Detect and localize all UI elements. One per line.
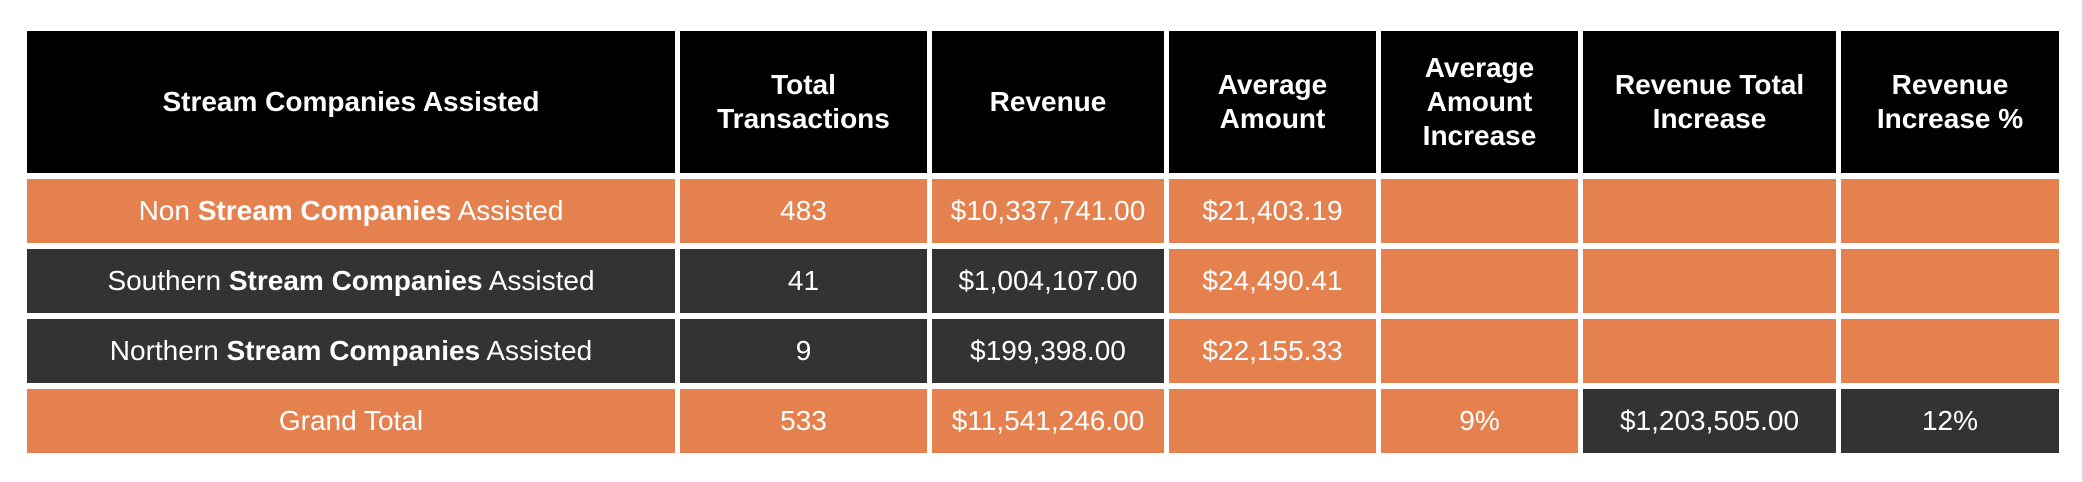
header-stream-companies: Stream Companies Assisted [27,31,675,173]
label-suffix: Assisted [451,195,564,226]
rev-increase-pct-cell [1841,249,2059,313]
rev-increase-pct-cell [1841,179,2059,243]
total-rev-increase-pct-cell: 12% [1841,389,2059,453]
revenue-cell: $1,004,107.00 [932,249,1164,313]
row-label: Non Stream Companies Assisted [27,179,675,243]
total-avg-increase-cell: 9% [1381,389,1578,453]
stream-companies-table: Stream Companies Assisted Total Transact… [22,25,2064,459]
revenue-cell: $199,398.00 [932,319,1164,383]
transactions-cell: 483 [680,179,927,243]
header-total-transactions: Total Transactions [680,31,927,173]
grand-total-row: Grand Total 533 $11,541,246.00 9% $1,203… [27,389,2059,453]
avg-increase-cell [1381,249,1578,313]
label-prefix: Non [138,195,198,226]
avg-increase-cell [1381,179,1578,243]
label-suffix: Assisted [480,335,593,366]
table-row-northern: Northern Stream Companies Assisted 9 $19… [27,319,2059,383]
label-bold: Stream Companies [197,195,452,226]
right-edge-divider [2082,0,2084,482]
row-label: Northern Stream Companies Assisted [27,319,675,383]
header-revenue-total-increase: Revenue Total Increase [1583,31,1836,173]
label-bold: Stream Companies [226,335,481,366]
grand-total-label: Grand Total [27,389,675,453]
label-bold: Stream Companies [228,265,483,296]
rev-increase-cell [1583,179,1836,243]
average-cell: $24,490.41 [1169,249,1376,313]
rev-increase-cell [1583,249,1836,313]
revenue-cell: $10,337,741.00 [932,179,1164,243]
header-revenue-increase-pct: Revenue Increase % [1841,31,2059,173]
total-transactions-cell: 533 [680,389,927,453]
average-cell: $22,155.33 [1169,319,1376,383]
header-average-amount: Average Amount [1169,31,1376,173]
table-row-non: Non Stream Companies Assisted 483 $10,33… [27,179,2059,243]
header-revenue: Revenue [932,31,1164,173]
label-prefix: Northern [109,335,227,366]
rev-increase-pct-cell [1841,319,2059,383]
avg-increase-cell [1381,319,1578,383]
rev-increase-cell [1583,319,1836,383]
label-prefix: Southern [107,265,229,296]
transactions-cell: 41 [680,249,927,313]
row-label: Southern Stream Companies Assisted [27,249,675,313]
table-row-southern: Southern Stream Companies Assisted 41 $1… [27,249,2059,313]
header-row: Stream Companies Assisted Total Transact… [27,31,2059,173]
transactions-cell: 9 [680,319,927,383]
header-average-amount-increase: Average Amount Increase [1381,31,1578,173]
total-average-cell [1169,389,1376,453]
total-rev-increase-cell: $1,203,505.00 [1583,389,1836,453]
label-suffix: Assisted [482,265,595,296]
average-cell: $21,403.19 [1169,179,1376,243]
total-revenue-cell: $11,541,246.00 [932,389,1164,453]
